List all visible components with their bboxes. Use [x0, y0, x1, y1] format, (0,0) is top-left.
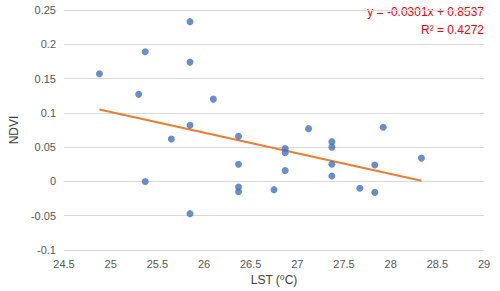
svg-text:0.25: 0.25 — [35, 4, 56, 16]
svg-text:28.5: 28.5 — [427, 258, 448, 270]
svg-text:0.1: 0.1 — [41, 107, 56, 119]
svg-text:LST (⁰C): LST (⁰C) — [251, 273, 298, 287]
svg-text:-0.1: -0.1 — [37, 244, 56, 256]
svg-text:0.2: 0.2 — [41, 38, 56, 50]
svg-text:27.5: 27.5 — [333, 258, 354, 270]
svg-text:NDVI: NDVI — [7, 116, 21, 145]
svg-text:29: 29 — [478, 258, 490, 270]
svg-text:0.15: 0.15 — [35, 73, 56, 85]
svg-text:28: 28 — [385, 258, 397, 270]
svg-text:24.5: 24.5 — [53, 258, 74, 270]
svg-text:0: 0 — [50, 175, 56, 187]
svg-text:R² = 0.4272: R² = 0.4272 — [421, 23, 484, 37]
svg-text:y = -0.0301x + 0.8537: y = -0.0301x + 0.8537 — [367, 5, 484, 19]
svg-text:25: 25 — [105, 258, 117, 270]
svg-text:26.5: 26.5 — [240, 258, 261, 270]
svg-text:25.5: 25.5 — [147, 258, 168, 270]
svg-text:26: 26 — [198, 258, 210, 270]
svg-text:27: 27 — [291, 258, 303, 270]
svg-text:-0.05: -0.05 — [31, 210, 56, 222]
svg-text:0.05: 0.05 — [35, 141, 56, 153]
